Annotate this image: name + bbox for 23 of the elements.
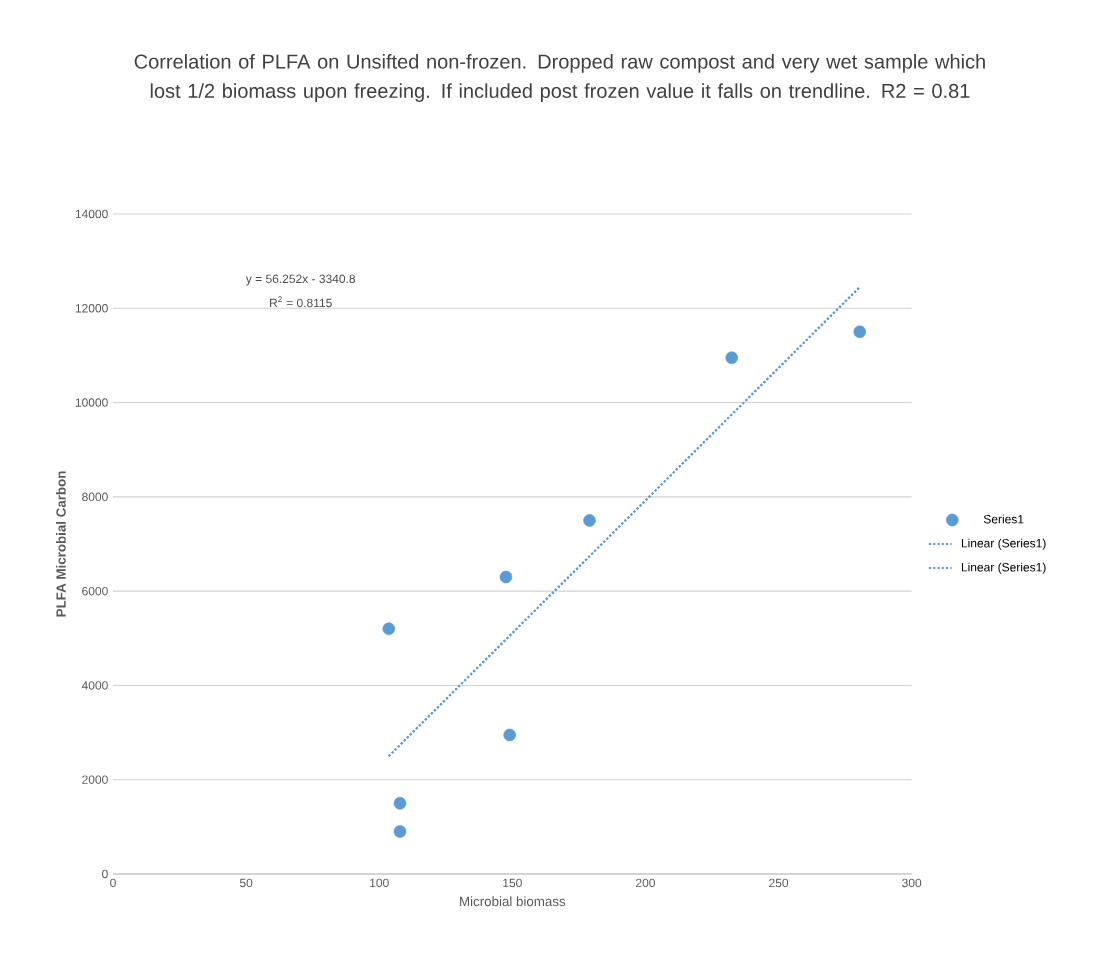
y-tick-label: 8000 [82,492,108,502]
y-tick-label: 10000 [75,398,108,407]
annotation: R$^{2}$ = 0.8115 [270,296,332,308]
legend-label: Linear (Series1) [961,538,1046,550]
y-tick-label: 4000 [81,681,108,690]
legend-label: Linear (Series1) [961,562,1046,574]
chart-title: Correlation of PLFA on Unsifted non-frozen. Dropped raw compost and very wet sample which lost 1/2 biomass upon freezing. If included post frozen value it falls on trendline. R2 = 0.81 [134,54,985,102]
y-tick-label: 12000 [75,304,108,313]
y-tick-label: 14000 [75,209,108,219]
x-tick-label: 200 [636,878,655,888]
x-tick-label: 150 [503,878,522,888]
y-axis-title: PLFA Microbial Carbon [55,471,66,617]
x-tick-label: 50 [239,878,253,888]
y-tick-label: 0 [102,869,108,879]
legend-label: Series1 [983,514,1024,524]
x-axis-title: Microbial biomass [460,896,566,907]
y-tick-label: 2000 [82,775,108,784]
x-tick-label: 250 [769,878,789,888]
y-tick-label: 6000 [82,586,108,596]
x-tick-label: 100 [370,878,389,888]
annotation: y = 56.252x - 3340.8 [245,274,356,286]
x-tick-label: 0 [110,878,116,888]
x-tick-label: 300 [902,878,922,888]
